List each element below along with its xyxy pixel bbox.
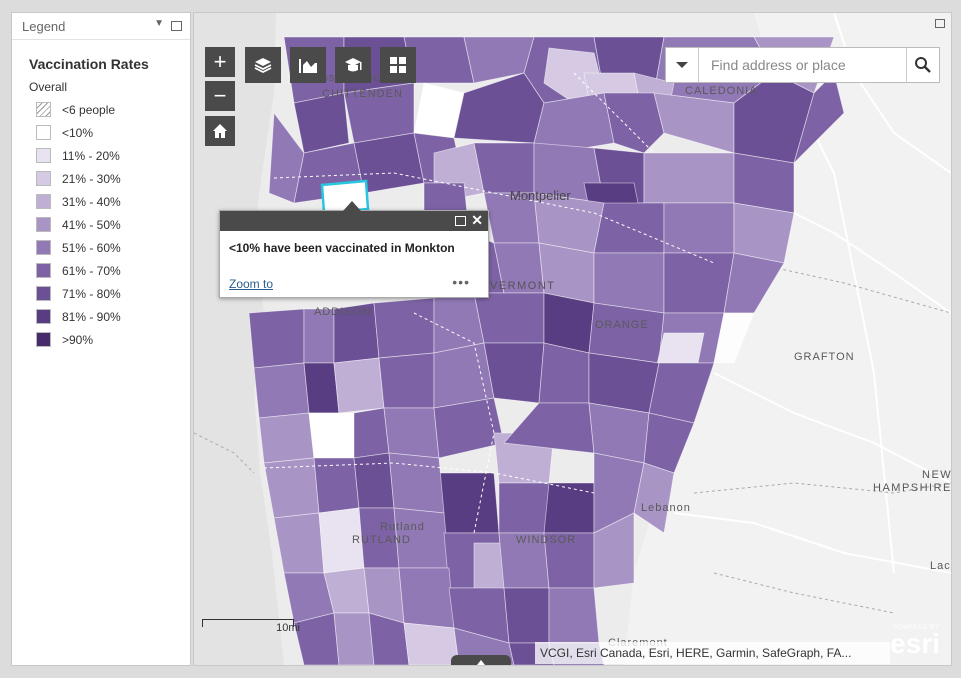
legend-swatch xyxy=(36,240,51,255)
legend-item-label: 51% - 60% xyxy=(62,240,121,255)
zoom-to-link[interactable]: Zoom to xyxy=(229,277,274,291)
legend-item-label: 41% - 50% xyxy=(62,217,121,232)
zoom-out-icon: − xyxy=(213,83,227,108)
close-icon[interactable]: ✕ xyxy=(471,212,483,228)
label-lac: Lac xyxy=(930,560,951,572)
attribution-toggle[interactable] xyxy=(451,655,511,665)
label-rutland-city: Rutland xyxy=(380,521,425,533)
legend-item: 61% - 70% xyxy=(36,259,190,282)
legend-item: 51% - 60% xyxy=(36,236,190,259)
legend-subtitle: Overall xyxy=(29,80,68,94)
zoom-in-button[interactable]: + xyxy=(205,47,235,77)
label-orange: ORANGE xyxy=(595,319,649,331)
map-canvas[interactable]: Essex Junction CHITTENDEN CALEDONIA Mont… xyxy=(194,13,951,665)
legend-item: 11% - 20% xyxy=(36,144,190,167)
popup-pointer xyxy=(343,201,361,211)
legend-panel: Legend ▼ Vaccination Rates Overall <6 pe… xyxy=(11,12,191,666)
label-windsor: WINDSOR xyxy=(516,534,576,546)
legend-swatch xyxy=(36,171,51,186)
label-new: NEW xyxy=(922,469,951,481)
scale-bar: 10mi xyxy=(202,619,300,634)
legend-item: 31% - 40% xyxy=(36,190,190,213)
legend-swatch xyxy=(36,286,51,301)
chevron-up-icon xyxy=(477,660,485,665)
search-icon xyxy=(915,57,931,73)
map-panel[interactable]: Essex Junction CHITTENDEN CALEDONIA Mont… xyxy=(193,12,952,666)
chart-icon xyxy=(299,59,317,73)
legend-swatch xyxy=(36,125,51,140)
legend-header-label: Legend xyxy=(22,18,66,34)
attribution-text: VCGI, Esri Canada, Esri, HERE, Garmin, S… xyxy=(535,642,890,664)
basemap-button[interactable] xyxy=(335,47,371,83)
layers-icon xyxy=(254,58,272,74)
chevron-down-icon xyxy=(676,62,688,68)
label-addison: ADDISON xyxy=(314,306,371,318)
legend-item: 21% - 30% xyxy=(36,167,190,190)
layers-button[interactable] xyxy=(245,47,281,83)
legend-swatch xyxy=(36,217,51,232)
legend-item-label: >90% xyxy=(62,332,94,347)
legend-swatch xyxy=(36,194,51,209)
maximize-icon[interactable] xyxy=(171,21,182,31)
label-lebanon: Lebanon xyxy=(641,502,691,514)
more-options-button[interactable]: ••• xyxy=(452,274,470,290)
search-input[interactable] xyxy=(699,48,906,82)
popup-content: <10% have been vaccinated in Monkton xyxy=(229,241,455,255)
legend-swatch xyxy=(36,148,51,163)
feature-popup: ✕ <10% have been vaccinated in Monkton Z… xyxy=(219,201,489,298)
zoom-out-button[interactable]: − xyxy=(205,81,235,111)
scale-label: 10mi xyxy=(276,622,300,634)
esri-name: esri xyxy=(890,628,940,659)
label-montpelier: Montpelier xyxy=(510,188,571,203)
legend-header: Legend ▼ xyxy=(12,13,190,40)
chart-button[interactable] xyxy=(290,47,326,83)
legend-item-label: 11% - 20% xyxy=(62,148,120,163)
legend-item: 41% - 50% xyxy=(36,213,190,236)
zoom-in-icon: + xyxy=(213,49,227,74)
legend-swatch xyxy=(36,309,51,324)
legend-item-label: <6 people xyxy=(62,102,116,117)
label-vermont: VERMONT xyxy=(490,280,556,292)
legend-item-label: 81% - 90% xyxy=(62,309,121,324)
legend-item-label: 31% - 40% xyxy=(62,194,121,209)
chevron-down-icon[interactable]: ▼ xyxy=(154,18,164,29)
legend-item-label: 61% - 70% xyxy=(62,263,121,278)
legend-item: <6 people xyxy=(36,98,190,121)
label-rutland: RUTLAND xyxy=(352,534,411,546)
esri-powered-label: POWERED BY xyxy=(893,625,939,631)
label-grafton: GRAFTON xyxy=(794,351,855,363)
legend-title: Vaccination Rates xyxy=(29,56,149,72)
home-button[interactable] xyxy=(205,116,235,146)
maximize-icon[interactable] xyxy=(935,19,945,28)
legend-item-label: 71% - 80% xyxy=(62,286,121,301)
label-chittenden: CHITTENDEN xyxy=(322,88,403,100)
legend-item: 81% - 90% xyxy=(36,305,190,328)
legend-swatch xyxy=(36,263,51,278)
legend-item: >90% xyxy=(36,328,190,351)
home-icon xyxy=(213,124,227,138)
legend-swatch xyxy=(36,102,51,117)
basemap-icon xyxy=(345,58,362,72)
label-caledonia: CALEDONIA xyxy=(685,85,758,97)
esri-logo: POWERED BY esri xyxy=(879,625,943,663)
legend-swatch xyxy=(36,332,51,347)
grid-button[interactable] xyxy=(380,47,416,83)
legend-item-label: <10% xyxy=(62,125,94,140)
legend-item: 71% - 80% xyxy=(36,282,190,305)
popup-header: ✕ xyxy=(220,211,488,231)
legend-list: <6 people <10% 11% - 20% 21% - 30% 31% - 40%… xyxy=(12,98,190,351)
search-source-dropdown[interactable] xyxy=(666,48,699,82)
search-button[interactable] xyxy=(906,48,939,82)
legend-item: <10% xyxy=(36,121,190,144)
label-hampshire: HAMPSHIRE xyxy=(873,482,951,494)
maximize-icon[interactable] xyxy=(455,216,466,226)
search-box xyxy=(665,47,940,83)
grid-icon xyxy=(390,57,406,73)
legend-item-label: 21% - 30% xyxy=(62,171,121,186)
